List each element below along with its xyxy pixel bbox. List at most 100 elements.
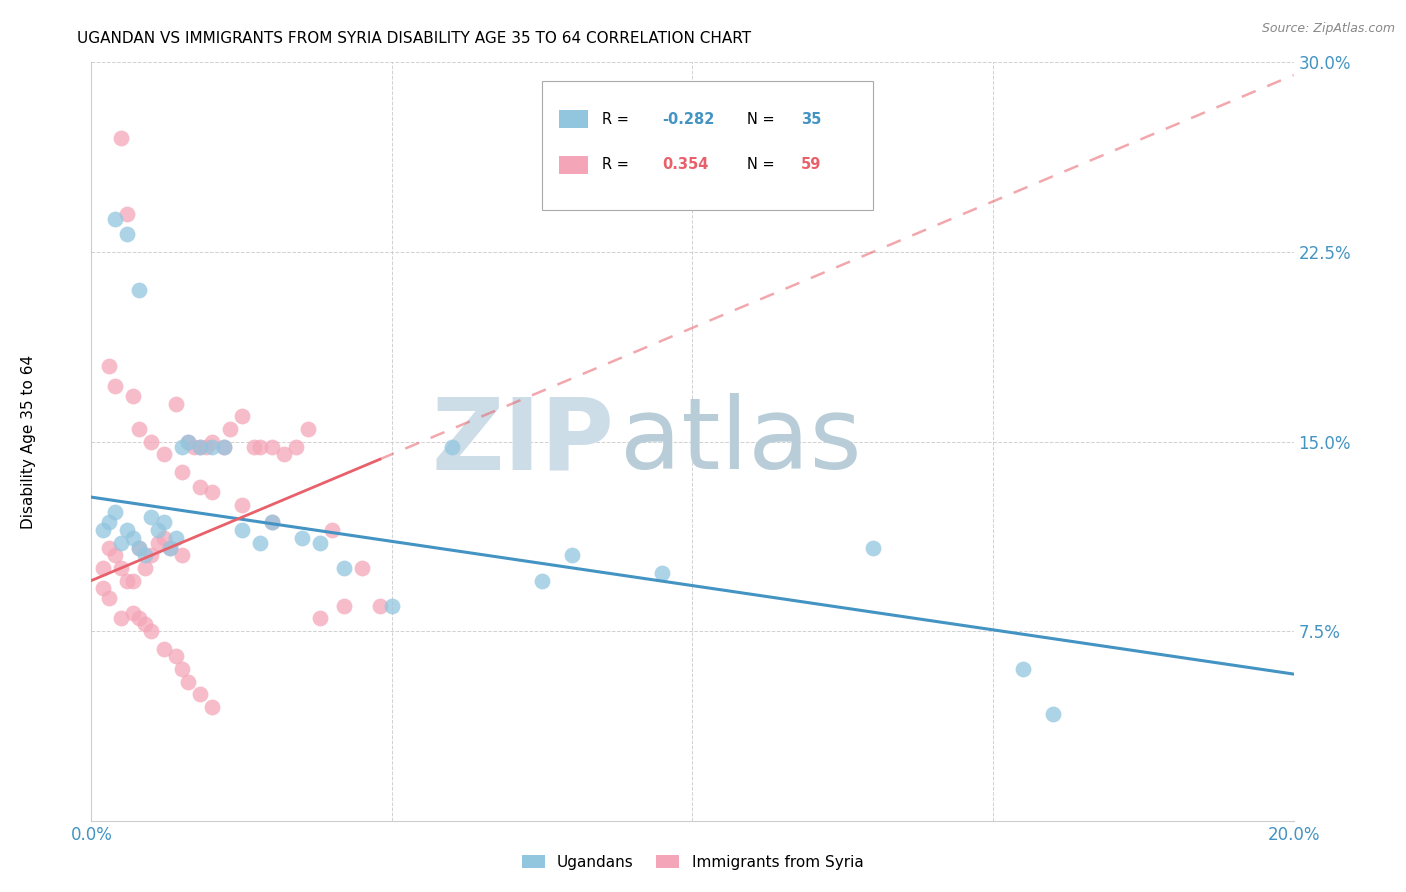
Point [231,409,253,424]
Point [188,440,211,454]
Point [1042,707,1064,722]
Point [98,591,121,606]
Text: atlas: atlas [620,393,862,490]
Point [194,440,217,454]
Point [188,480,211,494]
Point [201,434,224,449]
Point [284,440,307,454]
Point [165,531,187,545]
Point [381,599,404,613]
Point [128,283,150,297]
Text: 0.354: 0.354 [662,157,709,172]
Point [110,131,132,145]
Point [212,440,235,454]
Point [291,531,314,545]
Point [110,611,132,625]
Text: Source: ZipAtlas.com: Source: ZipAtlas.com [1261,22,1395,36]
Text: UGANDAN VS IMMIGRANTS FROM SYRIA DISABILITY AGE 35 TO 64 CORRELATION CHART: UGANDAN VS IMMIGRANTS FROM SYRIA DISABIL… [77,31,751,46]
Point [117,523,139,537]
Point [297,422,319,436]
Point [273,447,295,461]
Point [93,581,115,595]
Point [93,561,115,575]
Point [134,561,156,575]
Point [170,662,193,676]
Point [122,607,145,621]
Point [1012,662,1035,676]
Point [170,548,193,563]
Point [93,523,115,537]
Point [249,440,271,454]
Point [122,574,145,588]
Point [141,624,163,639]
Point [260,440,283,454]
Point [110,535,132,549]
Point [368,599,391,613]
Text: ZIP: ZIP [432,393,614,490]
Text: 35: 35 [800,112,821,127]
Point [122,531,145,545]
Text: 59: 59 [800,157,821,172]
Point [98,359,121,373]
Y-axis label: Disability Age 35 to 64: Disability Age 35 to 64 [21,354,35,529]
FancyBboxPatch shape [543,81,873,211]
Point [218,422,240,436]
Point [321,523,343,537]
Point [308,535,330,549]
Point [152,531,174,545]
Point [531,574,554,588]
Point [122,389,145,403]
Point [212,440,235,454]
Point [117,227,139,242]
Point [440,440,463,454]
Point [104,212,127,227]
Point [201,699,224,714]
Point [117,574,139,588]
Point [231,523,253,537]
Point [651,566,673,580]
Point [170,440,193,454]
Point [134,616,156,631]
Point [104,505,127,519]
Text: N =: N = [747,157,779,172]
Point [146,535,169,549]
Point [176,434,198,449]
Point [159,541,181,555]
Point [134,548,156,563]
Point [260,516,283,530]
Point [201,485,224,500]
Point [170,465,193,479]
Point [242,440,264,454]
Point [141,510,163,524]
Point [188,687,211,701]
Point [152,447,174,461]
Point [104,379,127,393]
Point [152,516,174,530]
Point [165,396,187,410]
FancyBboxPatch shape [560,111,588,128]
Point [152,641,174,656]
Point [188,440,211,454]
Legend: Ugandans, Immigrants from Syria: Ugandans, Immigrants from Syria [522,855,863,870]
Text: R =: R = [602,157,634,172]
Point [350,561,373,575]
Point [201,440,224,454]
Point [128,422,150,436]
Point [141,548,163,563]
Point [333,599,356,613]
Text: R =: R = [602,112,634,127]
Point [249,535,271,549]
Point [128,541,150,555]
Text: -0.282: -0.282 [662,112,714,127]
FancyBboxPatch shape [560,156,588,174]
Point [183,440,205,454]
Point [561,548,583,563]
Point [862,541,884,555]
Point [128,541,150,555]
Point [117,207,139,221]
Text: N =: N = [747,112,779,127]
Point [146,523,169,537]
Point [141,434,163,449]
Point [110,561,132,575]
Point [333,561,356,575]
